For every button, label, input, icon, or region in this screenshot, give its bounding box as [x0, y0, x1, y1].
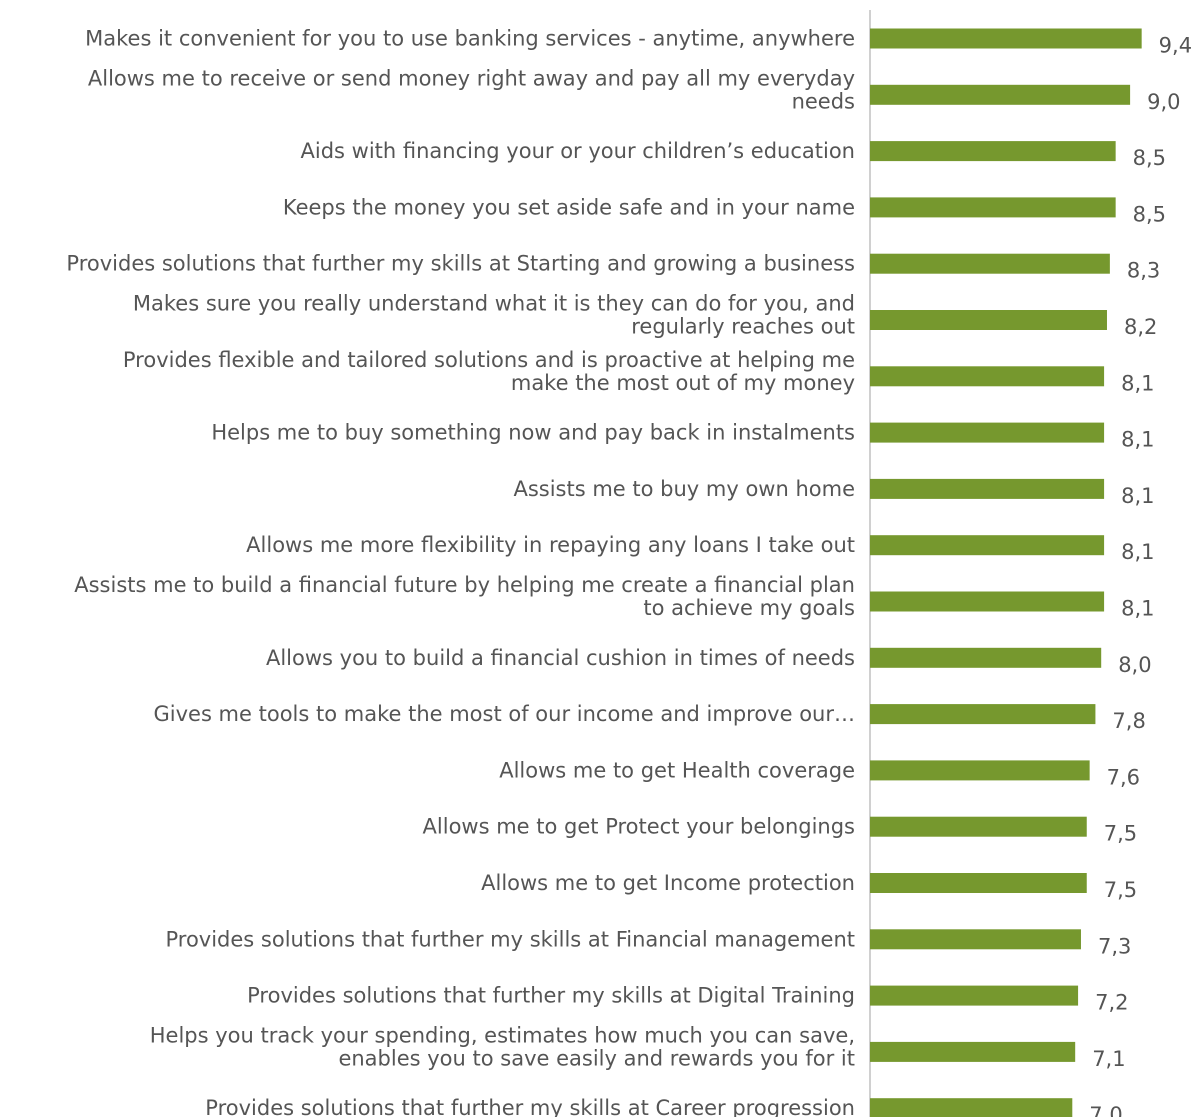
- category-label-line: Makes it convenient for you to use banki…: [85, 27, 855, 51]
- bar-value-label: 8,2: [1124, 315, 1157, 339]
- category-label-line: Allows me to get Health coverage: [499, 758, 855, 782]
- category-label: Allows me more flexibility in repaying a…: [246, 533, 855, 557]
- category-label: Provides solutions that further my skill…: [165, 927, 855, 951]
- category-label-line: Provides flexible and tailored solutions…: [123, 348, 855, 372]
- category-label-line: make the most out of my money: [511, 371, 855, 395]
- category-label: Gives me tools to make the most of our i…: [153, 702, 855, 726]
- category-label: Helps me to buy something now and pay ba…: [211, 421, 855, 445]
- bar: [870, 422, 1105, 443]
- category-label-line: Allows me more flexibility in repaying a…: [246, 533, 855, 557]
- bar: [870, 1041, 1076, 1062]
- category-label-line: Assists me to build a financial future b…: [74, 573, 855, 597]
- bar: [870, 535, 1105, 556]
- category-label-line: Helps me to buy something now and pay ba…: [211, 421, 855, 445]
- category-label: Assists me to buy my own home: [513, 477, 855, 501]
- bar: [870, 84, 1131, 105]
- category-label-line: Assists me to buy my own home: [513, 477, 855, 501]
- category-label-line: Allows you to build a financial cushion …: [266, 646, 855, 670]
- bar-value-label: 8,1: [1121, 597, 1154, 621]
- category-label-line: Helps you track your spending, estimates…: [150, 1023, 855, 1047]
- bar-value-label: 9,4: [1159, 34, 1192, 58]
- category-label: Assists me to build a financial future b…: [74, 573, 855, 620]
- category-label: Helps you track your spending, estimates…: [150, 1023, 855, 1070]
- bar-value-label: 8,1: [1121, 428, 1154, 452]
- bar-value-label: 8,3: [1127, 259, 1160, 283]
- bar: [870, 28, 1142, 49]
- bar-value-label: 8,5: [1133, 202, 1166, 226]
- category-label-line: to achieve my goals: [643, 596, 855, 620]
- bar: [870, 873, 1087, 893]
- bar: [870, 816, 1087, 837]
- category-label: Provides flexible and tailored solutions…: [123, 348, 855, 395]
- bar: [870, 310, 1107, 330]
- bar: [870, 704, 1096, 725]
- bar-value-label: 8,1: [1121, 540, 1154, 564]
- category-label: Provides solutions that further my skill…: [205, 1096, 855, 1117]
- bar: [870, 253, 1110, 274]
- value-label-group: 9,4 9,0 8,5 8,5 8,3 8,2 8,1 8,1 8,1 8,1 8,1 8,0 7,8 7…: [1089, 34, 1192, 1117]
- bar-value-label: 7,5: [1104, 878, 1137, 902]
- category-label: Provides solutions that further my skill…: [66, 252, 855, 276]
- bar-value-label: 8,1: [1121, 371, 1154, 395]
- bar: [870, 1098, 1073, 1117]
- bar-value-label: 8,5: [1133, 146, 1166, 170]
- category-label-line: Provides solutions that further my skill…: [165, 927, 855, 951]
- category-label: Keeps the money you set aside safe and i…: [283, 195, 855, 219]
- bar: [870, 647, 1102, 668]
- bar-value-label: 7,0: [1089, 1103, 1122, 1117]
- bar-value-label: 7,6: [1107, 765, 1140, 789]
- category-label: Allows you to build a financial cushion …: [266, 646, 855, 670]
- category-label: Makes sure you really understand what it…: [133, 292, 855, 339]
- category-label-line: Allows me to get Protect your belongings: [423, 815, 855, 839]
- bar: [870, 366, 1105, 387]
- category-label-line: needs: [792, 89, 855, 113]
- category-label: Aids with financing your or your childre…: [301, 139, 855, 163]
- bar-value-label: 7,2: [1095, 991, 1128, 1015]
- category-label-line: Makes sure you really understand what it…: [133, 292, 855, 316]
- category-label-line: Provides solutions that further my skill…: [66, 252, 855, 276]
- category-label-line: Aids with financing your or your childre…: [301, 139, 855, 163]
- category-label-line: regularly reaches out: [631, 315, 855, 339]
- bar-value-label: 7,5: [1104, 822, 1137, 846]
- bar: [870, 985, 1079, 1006]
- bar-value-label: 7,1: [1092, 1047, 1125, 1071]
- category-label: Allows me to get Income protection: [481, 871, 855, 895]
- category-label-line: Provides solutions that further my skill…: [205, 1096, 855, 1117]
- category-label-line: Keeps the money you set aside safe and i…: [283, 195, 855, 219]
- category-label-line: Provides solutions that further my skill…: [247, 984, 855, 1008]
- category-label: Allows me to get Protect your belongings: [423, 815, 855, 839]
- bar: [870, 478, 1105, 499]
- bar: [870, 141, 1116, 162]
- bar-value-label: 8,1: [1121, 484, 1154, 508]
- bar: [870, 591, 1105, 612]
- category-label: Makes it convenient for you to use banki…: [85, 27, 855, 51]
- bar-value-label: 7,3: [1098, 934, 1131, 958]
- bar: [870, 197, 1116, 218]
- bar-value-label: 9,0: [1147, 90, 1180, 114]
- category-label-line: enables you to save easily and rewards y…: [338, 1046, 855, 1070]
- bar-value-label: 8,0: [1118, 653, 1151, 677]
- bar-value-label: 7,8: [1112, 709, 1145, 733]
- category-label: Allows me to get Health coverage: [499, 758, 855, 782]
- category-label-group: Makes it convenient for you to use banki…: [66, 27, 855, 1117]
- bar: [870, 760, 1090, 781]
- category-label: Provides solutions that further my skill…: [247, 984, 855, 1008]
- category-label-line: Allows me to receive or send money right…: [88, 66, 855, 90]
- category-label: Allows me to receive or send money right…: [88, 66, 855, 113]
- bar-group: [870, 28, 1142, 1117]
- bar: [870, 929, 1081, 950]
- category-label-line: Allows me to get Income protection: [481, 871, 855, 895]
- category-label-line: Gives me tools to make the most of our i…: [153, 702, 855, 726]
